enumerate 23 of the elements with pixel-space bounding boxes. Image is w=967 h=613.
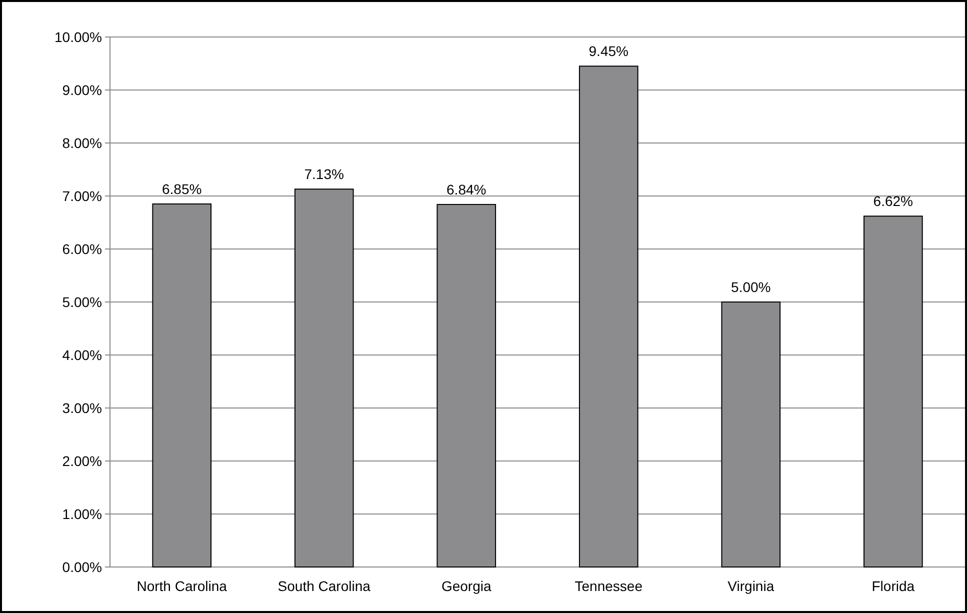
x-tick-label: North Carolina: [136, 578, 228, 594]
y-tick-label: 7.00%: [62, 188, 102, 204]
y-tick-label: 10.00%: [54, 28, 102, 45]
y-tick-label: 4.00%: [62, 346, 102, 363]
y-tick-label: 8.00%: [62, 134, 102, 151]
data-label: 9.45%: [588, 43, 628, 60]
data-label: 6.62%: [873, 193, 914, 210]
data-label: 6.85%: [162, 180, 202, 197]
y-tick-label: 2.00%: [62, 452, 102, 469]
x-tick-label: Virginia: [728, 578, 774, 594]
x-tick-label: Tennessee: [574, 578, 643, 594]
data-label: 7.13%: [304, 166, 344, 182]
x-tick-label: Florida: [872, 578, 915, 594]
x-tick-label: Georgia: [441, 578, 492, 594]
y-tick-label: 1.00%: [62, 506, 102, 522]
y-tick-label: 9.00%: [62, 82, 102, 98]
y-tick-label: 5.00%: [62, 294, 102, 310]
x-tick-label: South Carolina: [278, 578, 371, 594]
y-tick-label: 0.00%: [62, 558, 102, 575]
y-tick-label: 3.00%: [62, 400, 102, 416]
y-tick-label: 6.00%: [62, 240, 102, 257]
data-label: 5.00%: [731, 279, 771, 295]
data-label: 6.84%: [446, 181, 486, 198]
